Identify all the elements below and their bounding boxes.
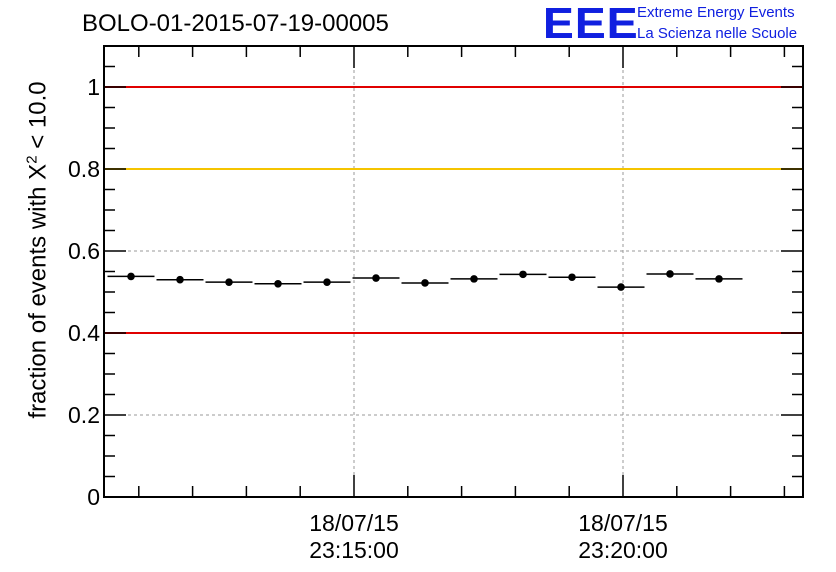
data-point <box>519 270 527 279</box>
logo-line-2: La Scienza nelle Scuole <box>637 25 798 42</box>
data-point <box>372 274 380 282</box>
y-tick-label: 0.6 <box>68 238 100 264</box>
y-axis-label-power: 2 <box>23 155 41 164</box>
y-axis-label-chi: X <box>24 163 52 180</box>
y-tick-label: 1 <box>87 74 100 100</box>
plot-frame <box>103 45 804 498</box>
chart-title: BOLO-01-2015-07-19-00005 <box>82 10 389 37</box>
data-point <box>715 275 723 283</box>
x-tick-label-time: 23:20:00 <box>578 537 668 563</box>
grid <box>104 46 803 497</box>
x-tick-label-time: 23:15:00 <box>309 537 399 563</box>
data-point <box>274 280 282 288</box>
data-point <box>225 278 233 286</box>
logo-line-1: Extreme Energy Events <box>637 4 795 21</box>
data-point <box>568 273 576 282</box>
x-tick-label-date: 18/07/15 <box>309 510 399 536</box>
y-tick-label: 0.8 <box>68 156 100 182</box>
y-tick-label: 0.2 <box>68 402 100 428</box>
x-tick-label-date: 18/07/15 <box>578 510 668 536</box>
eee-logo-mark: EEE <box>543 0 639 48</box>
data-point <box>421 279 429 287</box>
data-point <box>176 275 184 284</box>
y-tick-label: 0.4 <box>68 320 100 346</box>
y-axis-label-prefix: fraction of events with <box>24 179 52 419</box>
y-axis-label-suffix: < 10.0 <box>24 81 52 156</box>
data-points <box>107 270 743 291</box>
data-point <box>323 278 331 286</box>
y-tick-label: 0 <box>87 484 100 510</box>
reference-lines <box>104 86 803 334</box>
data-point <box>666 270 674 278</box>
data-point <box>617 283 625 291</box>
data-point <box>470 275 478 283</box>
data-point <box>127 272 135 281</box>
eee-logo: EEE Extreme Energy Events La Scienza nel… <box>543 2 833 46</box>
